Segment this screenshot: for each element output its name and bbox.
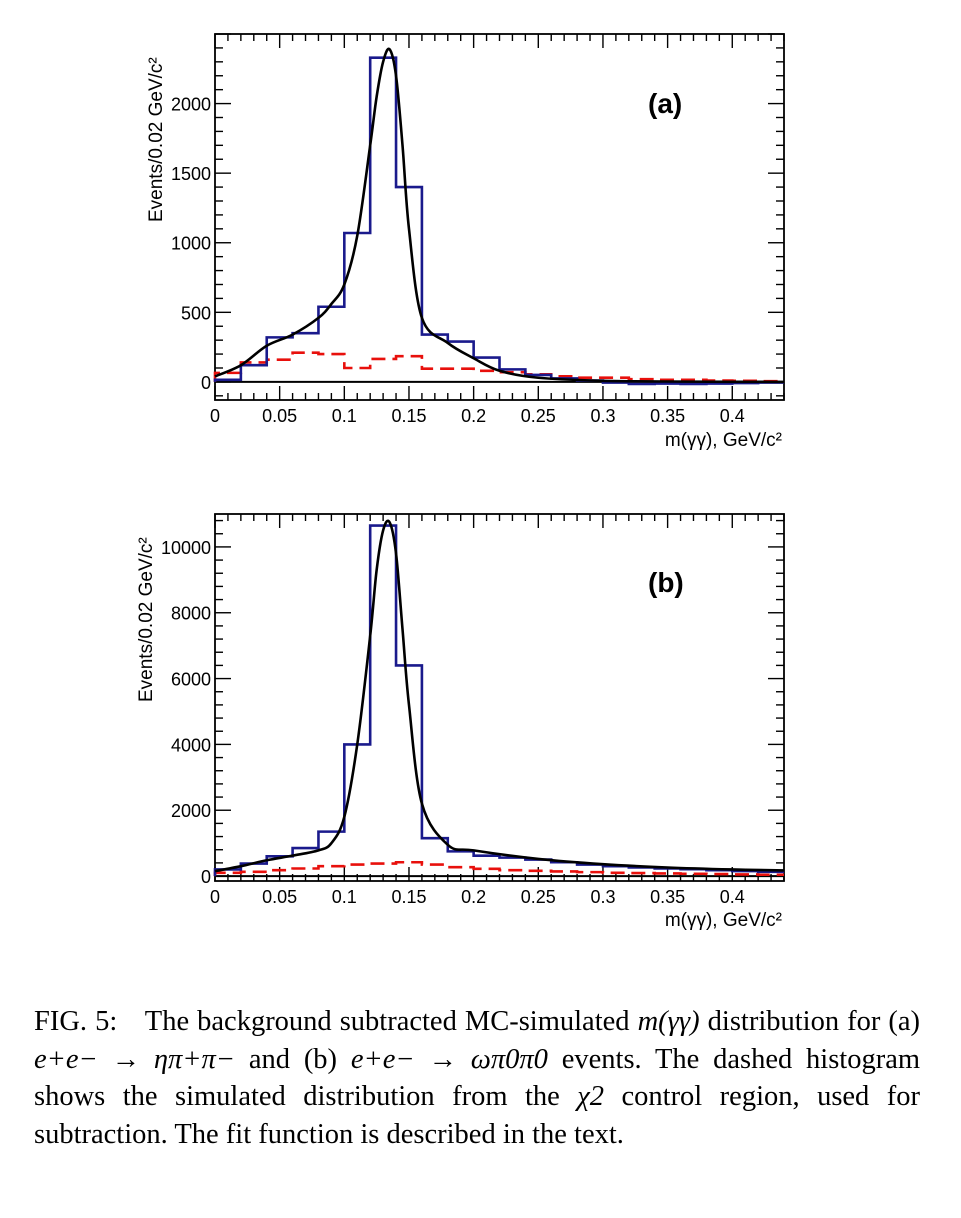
panel-label-a: (a) bbox=[648, 88, 682, 119]
fit-curve-b bbox=[214, 519, 785, 873]
fit-curve-a bbox=[214, 47, 785, 384]
x-tick-label: 0.25 bbox=[521, 406, 556, 426]
caption-label: FIG. 5: bbox=[34, 1006, 118, 1037]
caption-expr-3: e+e− → ωπ0π0 bbox=[350, 1043, 548, 1075]
caption-text-1: The background subtracted MC-simulated bbox=[144, 1006, 630, 1037]
x-tick-label: 0.15 bbox=[391, 887, 426, 907]
plot-frame-a bbox=[214, 33, 785, 401]
x-tick-label: 0.05 bbox=[262, 406, 297, 426]
caption-expr-4: χ2 bbox=[577, 1081, 605, 1112]
y-axis-label-b: Events/0.02 GeV/c² bbox=[136, 537, 157, 702]
caption-expr-2: e+e− → ηπ+π− bbox=[34, 1043, 236, 1075]
y-ticks-b: 0 2000 4000 6000 8000 10000 bbox=[161, 519, 784, 887]
x-tick-label: 0.2 bbox=[461, 406, 486, 426]
y-tick-label: 8000 bbox=[171, 604, 211, 624]
panel-a: 0 0.05 0.1 0.15 0.2 0.25 0.3 0.35 0.4 0 500 1000 15… bbox=[146, 33, 785, 451]
y-tick-label: 6000 bbox=[171, 670, 211, 690]
x-tick-label: 0.4 bbox=[720, 887, 745, 907]
y-tick-label: 0 bbox=[201, 867, 211, 887]
y-tick-label: 1500 bbox=[171, 164, 211, 184]
y-axis-label-a: Events/0.02 GeV/c² bbox=[146, 57, 167, 222]
y-tick-label: 1000 bbox=[171, 234, 211, 254]
y-tick-label: 0 bbox=[201, 373, 211, 393]
x-axis-label-a: m(γγ), GeV/c² bbox=[665, 430, 782, 451]
panel-b: 0 0.05 0.1 0.15 0.2 0.25 0.3 0.35 0.4 0 2000 4000 6… bbox=[136, 513, 785, 931]
y-tick-label: 2000 bbox=[171, 95, 211, 115]
panel-label-b: (b) bbox=[648, 567, 684, 598]
y-ticks-a: 0 500 1000 1500 2000 bbox=[171, 33, 784, 397]
solid-histogram-a bbox=[213, 56, 784, 386]
x-tick-label: 0.15 bbox=[391, 406, 426, 426]
x-tick-label: 0 bbox=[210, 406, 220, 426]
caption-text-5: control region, used for subtraction. Th… bbox=[34, 1081, 920, 1150]
y-tick-label: 10000 bbox=[161, 538, 211, 558]
x-tick-label: 0 bbox=[210, 887, 220, 907]
y-tick-label: 2000 bbox=[171, 801, 211, 821]
x-tick-label: 0.2 bbox=[461, 887, 486, 907]
x-tick-label: 0.3 bbox=[590, 406, 615, 426]
x-tick-label: 0.4 bbox=[720, 406, 745, 426]
y-tick-label: 500 bbox=[181, 303, 211, 323]
x-ticks-a: 0 0.05 0.1 0.15 0.2 0.25 0.3 0.35 0.4 bbox=[210, 34, 785, 426]
x-tick-label: 0.1 bbox=[332, 406, 357, 426]
y-tick-label: 4000 bbox=[171, 735, 211, 755]
x-tick-label: 0.35 bbox=[650, 887, 685, 907]
figure: 0 0.05 0.1 0.15 0.2 0.25 0.3 0.35 0.4 0 500 1000 15… bbox=[136, 33, 785, 931]
figure-caption: FIG. 5: The background subtracted MC-sim… bbox=[34, 1003, 920, 1153]
plot-frame-b bbox=[214, 513, 785, 882]
x-tick-label: 0.05 bbox=[262, 887, 297, 907]
x-tick-label: 0.25 bbox=[521, 887, 556, 907]
solid-histogram-b bbox=[213, 524, 784, 877]
x-tick-label: 0.1 bbox=[332, 887, 357, 907]
dashed-histogram-b bbox=[213, 860, 784, 877]
x-tick-label: 0.3 bbox=[590, 887, 615, 907]
dashed-histogram-a bbox=[213, 351, 784, 383]
caption-text-4: events. The dashed histogram shows the s… bbox=[34, 1043, 921, 1113]
caption-expr-1: m(γγ) bbox=[637, 1006, 700, 1037]
caption-text-2: distribution for (a) bbox=[707, 1006, 921, 1037]
caption-text-3: and (b) bbox=[248, 1043, 338, 1075]
x-axis-label-b: m(γγ), GeV/c² bbox=[665, 910, 782, 931]
x-tick-label: 0.35 bbox=[650, 406, 685, 426]
